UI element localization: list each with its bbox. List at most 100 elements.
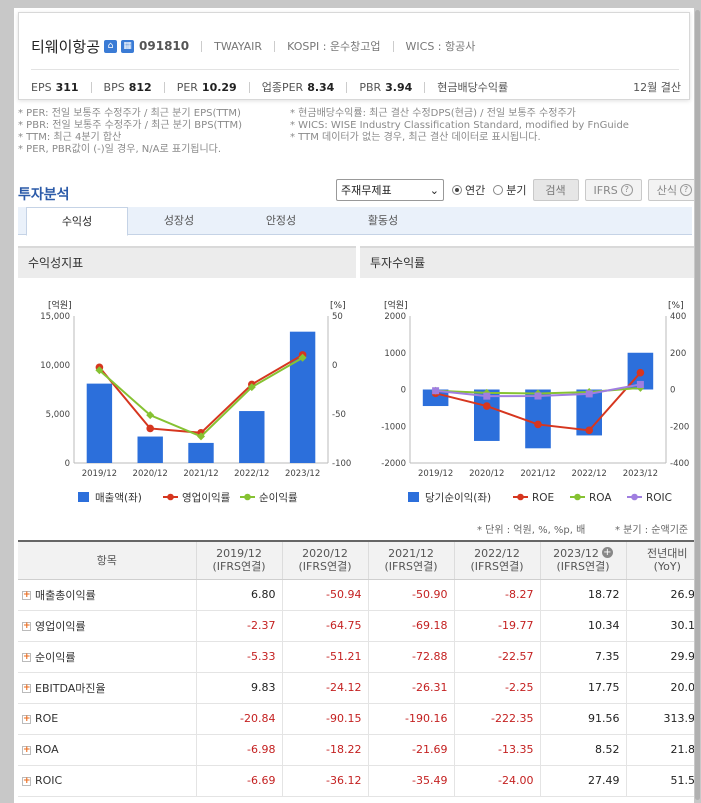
row-label: ROIC: [35, 774, 63, 787]
quarter-note: * 분기 : 순액기준: [615, 525, 689, 536]
data-point: [298, 353, 307, 362]
ticker: 091810: [139, 39, 190, 53]
expand-plus-icon[interactable]: +: [22, 744, 31, 755]
table-cell: -19.77: [453, 610, 540, 642]
table-cell: -24.00: [453, 765, 540, 797]
expand-plus-icon[interactable]: +: [22, 775, 31, 786]
section-title: 투자분석: [18, 187, 70, 203]
legend-label: ROE: [532, 492, 554, 504]
page: 티웨이항공 ⌂ ▦ 091810 TWAYAIR KOSPI : 운수창고업 W…: [14, 8, 694, 803]
x-tick-label: 2020/12: [133, 469, 168, 479]
table-cell: 26.98: [625, 579, 694, 611]
expand-plus-icon[interactable]: +: [22, 621, 31, 631]
search-button[interactable]: 검색: [532, 179, 579, 201]
industry-per-value: 8.34: [307, 80, 335, 94]
expand-plus-icon[interactable]: +: [22, 590, 31, 600]
table-cell: -20.84: [195, 703, 282, 735]
legend-swatch: [574, 493, 581, 501]
annual-radio-label[interactable]: 연간: [465, 184, 486, 197]
analysis-tabs: 수익성 성장성 안정성 활동성: [18, 207, 692, 236]
data-point: [534, 392, 542, 400]
data-point: [146, 411, 155, 420]
formula-button[interactable]: 산식 ?: [647, 179, 694, 201]
expand-plus-icon[interactable]: +: [601, 547, 613, 559]
header-year: 2023/12 + (IFRS연결): [539, 541, 626, 580]
divider: [424, 81, 426, 93]
tab-growth[interactable]: 성장성: [163, 214, 195, 227]
building-icon[interactable]: ▦: [121, 39, 135, 53]
expand-plus-icon[interactable]: +: [22, 652, 31, 662]
data-point: [247, 383, 256, 392]
footnote: * TTM 데이터가 없는 경우, 최근 결산 데이터로 표시됩니다.: [290, 132, 541, 143]
table-cell: -222.35: [453, 703, 540, 735]
x-tick-label: 2019/12: [82, 469, 117, 479]
legend-label: 순이익률: [259, 492, 298, 504]
x-tick-label: 2021/12: [520, 469, 555, 479]
table-cell: 10.34: [539, 610, 626, 642]
eps-value: 311: [55, 80, 79, 94]
help-icon: ?: [620, 184, 633, 196]
table-cell: 27.49: [539, 765, 626, 797]
x-tick-label: 2023/12: [623, 469, 658, 479]
row-label-cell[interactable]: + 순이익률: [18, 641, 196, 673]
table-cell: -21.69: [367, 734, 454, 766]
table-cell: -26.31: [367, 672, 454, 704]
header-year: 2021/12 (IFRS연결): [367, 541, 454, 580]
divider: [248, 81, 250, 93]
header-item: 항목: [18, 541, 196, 580]
fiscal-note: 12월 결산: [633, 81, 681, 94]
quarter-radio[interactable]: [493, 185, 504, 195]
table-cell: -22.57: [453, 641, 540, 673]
left-axis-unit: [억원]: [384, 299, 408, 311]
divider: [274, 40, 276, 52]
bar: [188, 442, 214, 463]
table-cell: 30.10: [625, 610, 694, 642]
expand-plus-icon[interactable]: +: [22, 713, 31, 724]
row-label-cell[interactable]: + 매출총이익률: [18, 579, 196, 611]
header-line: (IFRS연결): [212, 560, 266, 574]
annual-radio[interactable]: [452, 185, 462, 195]
header-yoy: 전년대비 (YoY): [625, 541, 694, 580]
x-tick-label: 2019/12: [418, 469, 453, 479]
legend-label: ROIC: [646, 492, 672, 504]
right-tick-label: -400: [670, 459, 689, 469]
divider: [31, 69, 679, 70]
tab-profitability[interactable]: 수익성: [26, 207, 128, 236]
row-label-cell[interactable]: + 영업이익률: [18, 610, 196, 642]
right-tick-label: 200: [670, 349, 686, 359]
header-line: (YoY): [653, 560, 681, 574]
company-summary-box: 티웨이항공 ⌂ ▦ 091810 TWAYAIR KOSPI : 운수창고업 W…: [18, 12, 690, 100]
row-label-cell[interactable]: + ROIC: [18, 765, 196, 797]
bps-value: 812: [128, 80, 152, 94]
scrollbar-thumb[interactable]: [695, 10, 700, 800]
bps-label: BPS: [103, 80, 125, 94]
statement-select[interactable]: 주재무제표 ⌄: [336, 179, 444, 201]
row-label-cell[interactable]: + ROA: [18, 734, 196, 766]
row-label: 영업이익률: [35, 619, 86, 633]
company-name[interactable]: 티웨이항공: [31, 37, 101, 56]
divider: [392, 40, 394, 52]
ifrs-button[interactable]: IFRS ?: [584, 179, 642, 201]
table-cell: -8.27: [453, 579, 540, 611]
row-label: 매출총이익률: [35, 588, 96, 602]
home-icon[interactable]: ⌂: [104, 39, 118, 53]
row-label-cell[interactable]: + ROE: [18, 703, 196, 735]
x-tick-label: 2020/12: [469, 469, 504, 479]
statement-select-value: 주재무제표: [341, 184, 392, 197]
table-cell: -72.88: [367, 641, 454, 673]
header-line: 항목: [96, 553, 117, 567]
row-label-cell[interactable]: + EBITDA마진율: [18, 672, 196, 704]
table-cell: 18.72: [539, 579, 626, 611]
table-cell: -2.37: [195, 610, 282, 642]
left-tick-label: 2000: [384, 312, 406, 322]
quarter-radio-label[interactable]: 분기: [506, 184, 527, 197]
table-cell: -6.98: [195, 734, 282, 766]
table-cell: -36.12: [281, 765, 368, 797]
expand-plus-icon[interactable]: +: [22, 683, 31, 693]
legend-swatch: [517, 493, 524, 501]
tab-stability[interactable]: 안정성: [265, 214, 297, 227]
header-line: (IFRS연결): [384, 560, 438, 574]
tab-activity[interactable]: 활동성: [367, 214, 399, 227]
